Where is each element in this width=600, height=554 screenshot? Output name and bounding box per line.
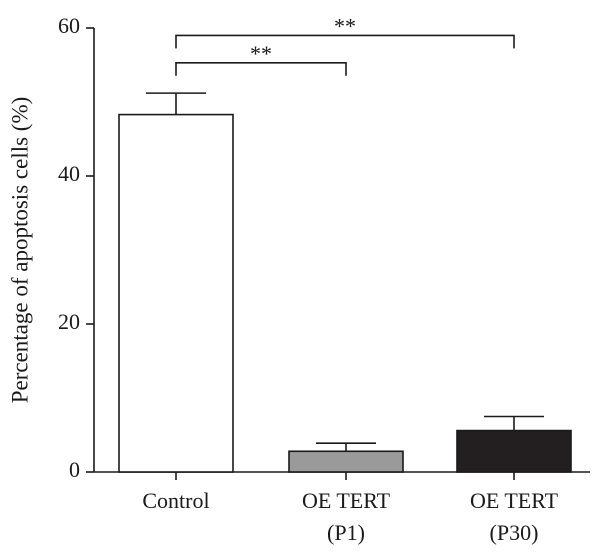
x-category-label: OE TERT [302,488,391,513]
y-tick-label: 20 [58,309,80,334]
y-axis-title: Percentage of apoptosis cells (%) [7,97,32,404]
y-tick-label: 0 [69,457,80,482]
significance-label: ** [334,13,356,38]
x-category-label: Control [142,488,209,513]
y-tick-label: 60 [58,13,80,38]
significance-brackets: ** ** [176,13,514,75]
x-category-sublabel: (P30) [490,520,539,545]
bars [119,115,571,472]
significance-label: ** [250,41,272,66]
y-tick-label: 40 [58,161,80,186]
x-axis-labels: Control OE TERT (P1) OE TERT (P30) [142,488,558,545]
bar [457,431,571,472]
bar [289,451,403,472]
bar [119,115,233,472]
x-category-sublabel: (P1) [327,520,365,545]
x-category-label: OE TERT [470,488,559,513]
